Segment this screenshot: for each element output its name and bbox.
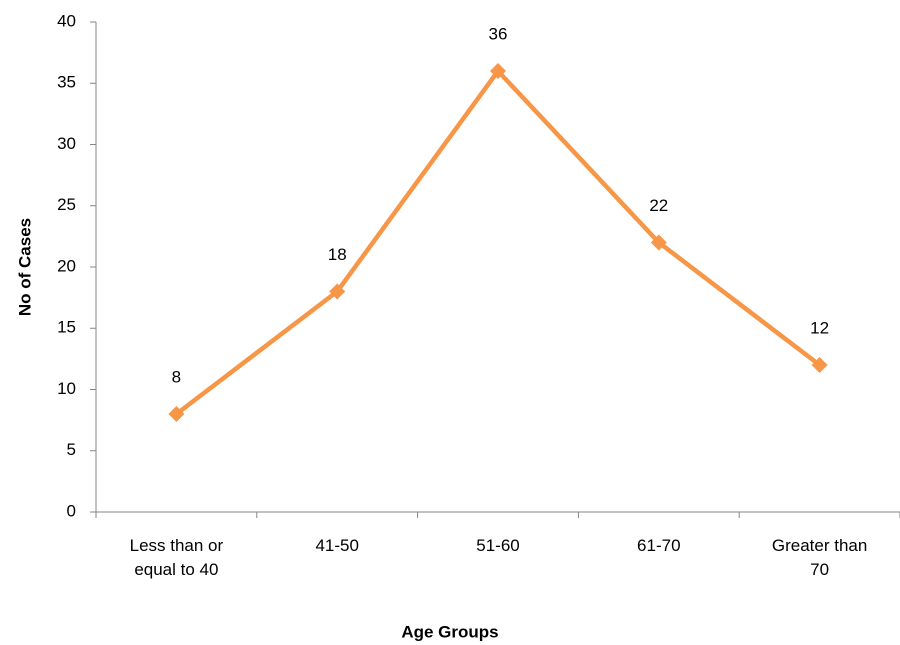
data-line [175,68,821,416]
y-tick-label: 20 [57,256,76,275]
x-tick-label: 41-50 [315,536,359,555]
x-tick-label: Greater than 70 [771,536,868,579]
y-tick-label: 35 [57,73,76,92]
data-marker [329,283,346,300]
data-marker [490,63,506,79]
y-tick-label: 30 [57,134,76,153]
data-marker [811,357,828,373]
data-label: 22 [649,196,668,215]
y-tick-label: 15 [57,318,76,337]
y-tick-label: 0 [67,501,76,520]
y-tick-label: 5 [67,440,76,459]
data-label: 8 [172,367,181,386]
y-axis-title: No of Cases [15,218,34,316]
x-axis-title: Age Groups [401,622,498,641]
x-tick-label: 61-70 [637,536,681,555]
data-label: 18 [328,245,347,264]
x-tick-label: Less than or equal to 40 [129,536,224,579]
data-marker [650,234,667,251]
data-marker [168,406,185,422]
y-tick-label: 25 [57,195,76,214]
x-tick-label: 51-60 [476,536,520,555]
y-tick-label: 10 [57,379,76,398]
data-label: 36 [489,24,508,43]
y-tick-label: 40 [57,11,76,30]
data-label: 12 [810,318,829,337]
